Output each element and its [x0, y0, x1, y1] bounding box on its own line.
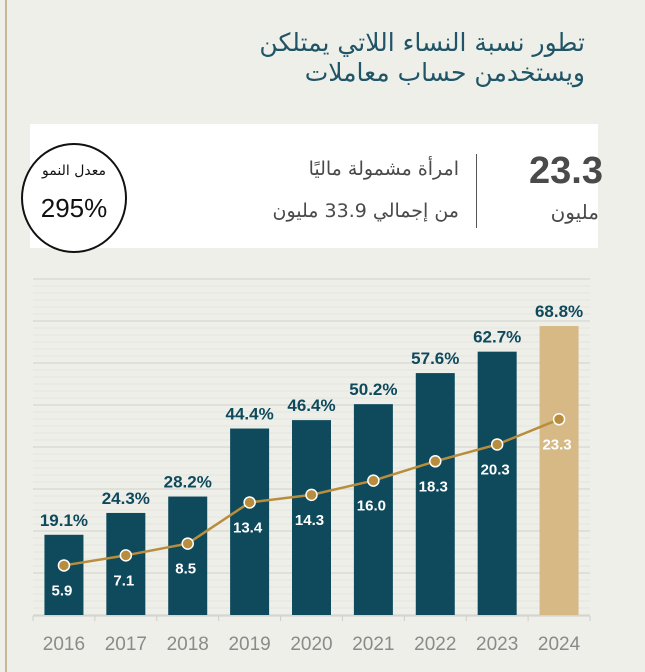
- bar-label-2020: 46.4%: [287, 396, 335, 415]
- bar-label-2018: 28.2%: [164, 473, 212, 492]
- line-point-2020: [305, 488, 318, 502]
- summary-unit: مليون: [550, 200, 599, 224]
- x-tick-label-2016: 2016: [43, 634, 85, 655]
- bar-2021: [353, 404, 393, 615]
- line-label-2023: 20.3: [481, 461, 510, 478]
- bar-2023: [477, 351, 517, 615]
- x-tick-label-2019: 2019: [228, 634, 270, 655]
- line-point-2024: [552, 413, 566, 426]
- bar-label-2022: 57.6%: [411, 349, 459, 368]
- chart-title: تطور نسبة النساء اللاتي يمتلكن ويستخدمن …: [185, 28, 585, 88]
- bar-2019: [230, 428, 270, 615]
- line-point-2016: [57, 559, 71, 572]
- line-point-2021: [367, 474, 380, 487]
- x-tick-label-2022: 2022: [414, 634, 456, 655]
- summary-desc-1: امرأة مشمولة ماليًا: [308, 158, 459, 180]
- line-point-2023: [490, 438, 504, 451]
- bar-2024: [539, 326, 579, 615]
- bar-label-2017: 24.3%: [102, 489, 150, 508]
- left-border: [5, 0, 7, 672]
- bar-2016: [44, 534, 84, 615]
- line-point-2019: [243, 496, 256, 509]
- summary-value: 23.3: [529, 150, 603, 192]
- bar-label-2019: 44.4%: [226, 405, 274, 424]
- line-label-2020: 14.3: [295, 512, 324, 529]
- bar-label-2023: 62.7%: [473, 328, 521, 347]
- x-tick-label-2023: 2023: [476, 634, 518, 655]
- x-tick-label-2020: 2020: [290, 634, 332, 655]
- bar-2020: [292, 420, 331, 615]
- x-tick-label-2018: 2018: [167, 634, 209, 655]
- growth-badge: معدل النمو 295%: [21, 143, 127, 253]
- line-label-2017: 7.1: [113, 572, 134, 589]
- summary-divider: [476, 154, 477, 228]
- line-point-2022: [429, 455, 442, 468]
- bar-2022: [415, 373, 455, 615]
- growth-label: معدل النمو: [42, 163, 106, 179]
- x-tick-label-2024: 2024: [538, 634, 581, 655]
- bar-label-2021: 50.2%: [349, 380, 397, 399]
- line-point-2018: [181, 537, 194, 550]
- bar-label-2024: 68.8%: [535, 302, 583, 321]
- bar-2018: [168, 496, 208, 615]
- line-label-2016: 5.9: [52, 582, 73, 599]
- title-line-1: تطور نسبة النساء اللاتي يمتلكن: [259, 28, 585, 57]
- growth-value: 295%: [40, 193, 108, 223]
- line-label-2021: 16.0: [357, 498, 386, 515]
- bar-label-2016: 19.1%: [40, 511, 88, 530]
- title-line-2: ويستخدمن حساب معاملات: [304, 58, 585, 87]
- x-tick-label-2017: 2017: [105, 634, 147, 655]
- summary-desc-2: من إجمالي 33.9 مليون: [272, 200, 459, 222]
- line-label-2018: 8.5: [175, 561, 196, 578]
- x-tick-label-2021: 2021: [352, 634, 394, 655]
- line-label-2019: 13.4: [233, 519, 263, 536]
- line-label-2024: 23.3: [542, 436, 571, 453]
- line-point-2017: [119, 549, 133, 562]
- bar-2017: [106, 512, 146, 615]
- line-label-2022: 18.3: [419, 478, 448, 495]
